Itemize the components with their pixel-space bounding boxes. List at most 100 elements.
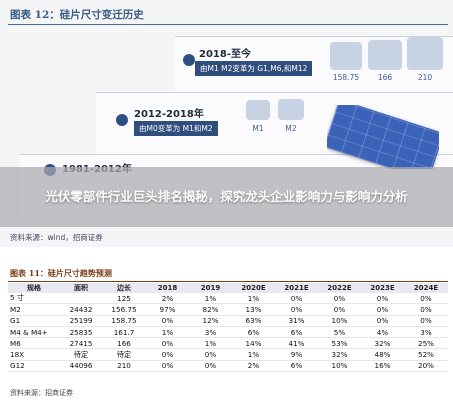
table-cell: 125 bbox=[102, 293, 146, 305]
header-cell: 2021E bbox=[275, 283, 318, 293]
table-cell: 1% bbox=[189, 293, 232, 305]
table-cell bbox=[60, 293, 102, 305]
wafer-158-75 bbox=[330, 42, 362, 70]
table-cell: 158.75 bbox=[102, 315, 146, 327]
table-cell: 0% bbox=[275, 293, 318, 305]
table-cell: 18X bbox=[8, 348, 60, 361]
solar-panel-image bbox=[327, 105, 439, 169]
table-cell: 3% bbox=[404, 326, 448, 339]
header-cell: 2023E bbox=[361, 283, 404, 293]
table-cell: 0% bbox=[189, 348, 232, 361]
table-cell: 0% bbox=[146, 348, 189, 361]
wafer-label-m2: M2 bbox=[285, 124, 297, 133]
table-cell: G12 bbox=[8, 360, 60, 373]
table-cell: 2% bbox=[146, 293, 189, 305]
table-cell: 0% bbox=[275, 303, 318, 316]
table-cell: 6% bbox=[275, 360, 318, 373]
top-figure-source: 资料来源：wind，招商证券 bbox=[10, 233, 103, 242]
header-cell: 边长 bbox=[102, 283, 146, 293]
table-cell: 32% bbox=[361, 337, 404, 350]
table-cell: 27415 bbox=[60, 337, 102, 350]
header-cell: 规格 bbox=[8, 283, 60, 293]
table-cell: 9% bbox=[275, 348, 318, 361]
table-cell: 0% bbox=[146, 337, 189, 350]
table-cell: 6% bbox=[275, 326, 318, 339]
table-cell: 63% bbox=[232, 315, 275, 327]
wafer-m1 bbox=[246, 100, 270, 120]
table-cell: 82% bbox=[189, 303, 232, 316]
table-cell: 1% bbox=[189, 337, 232, 350]
table-cell: 5 寸 bbox=[8, 293, 60, 305]
header-cell: 面积 bbox=[60, 283, 102, 293]
table-cell: 0% bbox=[404, 293, 448, 305]
table-row: 18X 待定 待定 0% 0% 1% 9% 32% 48% 52% bbox=[8, 348, 448, 361]
headline-banner: 光伏零部件行业巨头排名揭秘，探究龙头企业影响力与影响力分析 bbox=[0, 167, 453, 227]
table-cell: 10% bbox=[318, 315, 361, 327]
era-2018-desc: 由M1 M2变革为 G1,M6,和M12 bbox=[195, 61, 313, 76]
table-cell: 待定 bbox=[60, 348, 102, 361]
table-cell: M6 bbox=[8, 337, 60, 350]
table-source: 资料来源：招商证券 bbox=[10, 389, 73, 397]
table-title: 图表 11：硅片尺寸趋势预测 bbox=[10, 268, 112, 278]
table-cell: 0% bbox=[318, 303, 361, 316]
table-title-divider bbox=[8, 281, 448, 282]
wafer-166 bbox=[368, 40, 402, 70]
table-cell: 53% bbox=[318, 337, 361, 350]
table-cell: 156.75 bbox=[102, 303, 146, 316]
table-cell: 31% bbox=[275, 315, 318, 327]
wafer-trend-table-figure: 图表 11：硅片尺寸趋势预测 规格 面积 边长 2018 2019 2020E … bbox=[0, 262, 453, 400]
table-cell: M2 bbox=[8, 303, 60, 316]
header-cell: 2019 bbox=[189, 283, 232, 293]
table-cell: 2% bbox=[232, 360, 275, 373]
wafer-label-166: 166 bbox=[377, 73, 393, 82]
header-cell: 2020E bbox=[232, 283, 275, 293]
table-cell: 161.7 bbox=[102, 326, 146, 339]
table-cell: 0% bbox=[146, 360, 189, 373]
table-cell: 0% bbox=[318, 293, 361, 305]
table-cell: 1% bbox=[232, 348, 275, 361]
table-cell: M4 & M4+ bbox=[8, 326, 60, 339]
table-cell: 0% bbox=[361, 293, 404, 305]
table-cell: 10% bbox=[318, 360, 361, 373]
wafer-label-m1: M1 bbox=[252, 124, 264, 133]
table-row: M4 & M4+ 25835 161.7 1% 3% 6% 6% 5% 4% 3% bbox=[8, 326, 448, 339]
table-cell: 待定 bbox=[102, 348, 146, 361]
table-cell: 0% bbox=[189, 360, 232, 373]
table-cell: 24432 bbox=[60, 303, 102, 316]
table-cell: 97% bbox=[146, 303, 189, 316]
title-divider bbox=[8, 24, 448, 25]
table-cell: 0% bbox=[361, 303, 404, 316]
table-row: G12 44096 210 0% 0% 2% 6% 10% 16% 20% bbox=[8, 360, 448, 373]
table-cell: 0% bbox=[404, 303, 448, 316]
table-cell: 3% bbox=[189, 326, 232, 339]
table-cell: 0% bbox=[404, 315, 448, 327]
table-cell: 13% bbox=[232, 303, 275, 316]
header-cell: 2024E bbox=[404, 283, 448, 293]
header-cell: 2018 bbox=[146, 283, 189, 293]
table-cell: 25835 bbox=[60, 326, 102, 339]
table-row: M2 24432 156.75 97% 82% 13% 0% 0% 0% 0% bbox=[8, 303, 448, 316]
table-cell: 20% bbox=[404, 360, 448, 373]
table-cell: 52% bbox=[404, 348, 448, 361]
table-cell: 0% bbox=[146, 315, 189, 327]
table-cell: 0% bbox=[361, 315, 404, 327]
wafer-m2 bbox=[278, 99, 304, 120]
table-cell: 32% bbox=[318, 348, 361, 361]
table-cell: 48% bbox=[361, 348, 404, 361]
table-cell: G1 bbox=[8, 315, 60, 327]
table-cell: 166 bbox=[102, 337, 146, 350]
era-2012-title: 2012-2018年 bbox=[134, 109, 204, 120]
era-2012-dot-icon bbox=[116, 114, 128, 126]
table-cell: 14% bbox=[232, 337, 275, 350]
table-row: G1 25199 158.75 0% 12% 63% 31% 10% 0% 0% bbox=[8, 315, 448, 327]
table-cell: 210 bbox=[102, 360, 146, 373]
table-cell: 1% bbox=[146, 326, 189, 339]
table-cell: 12% bbox=[189, 315, 232, 327]
era-2012-desc: 由M0变革为 M1和M2 bbox=[134, 121, 218, 136]
table-row: M6 27415 166 0% 1% 14% 41% 53% 32% 25% bbox=[8, 337, 448, 350]
wafer-trend-table: 规格 面积 边长 2018 2019 2020E 2021E 2022E 202… bbox=[8, 283, 448, 373]
table-cell: 16% bbox=[361, 360, 404, 373]
wafer-label-158-75: 158.75 bbox=[332, 73, 360, 82]
table-cell: 4% bbox=[361, 326, 404, 339]
header-cell: 2022E bbox=[318, 283, 361, 293]
